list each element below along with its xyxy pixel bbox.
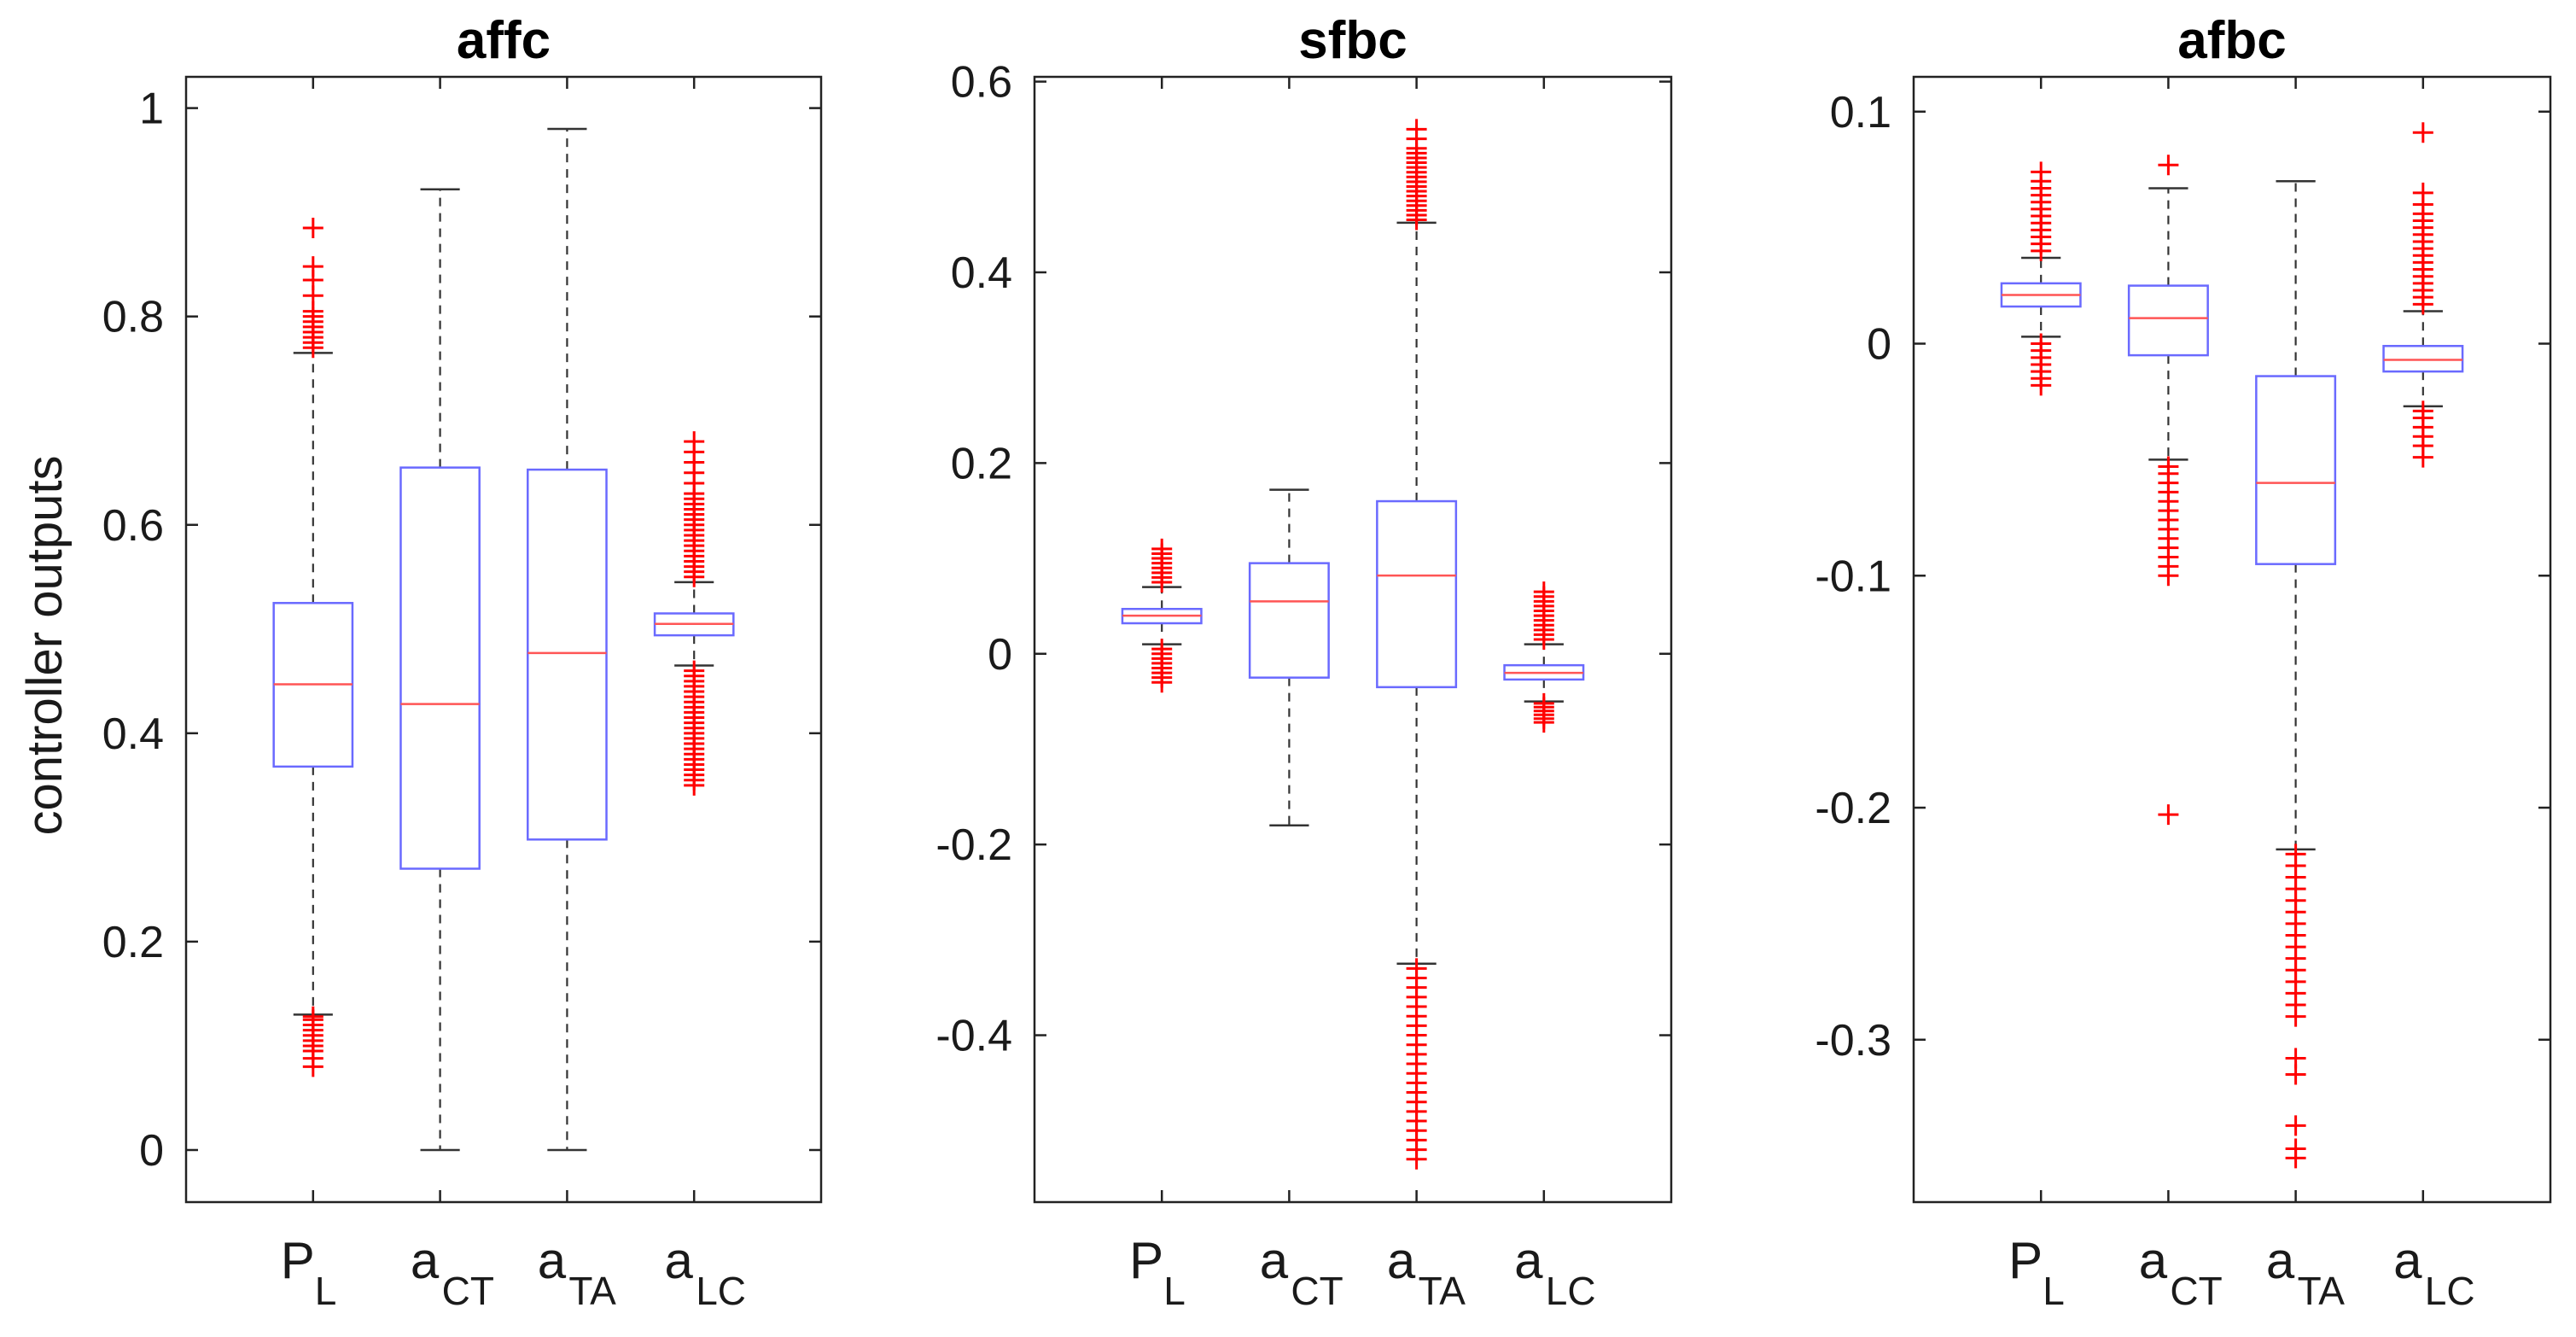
x-tick-label-subscript: TA bbox=[2298, 1269, 2346, 1313]
x-tick-label: a bbox=[1260, 1232, 1289, 1289]
x-tick-label: P bbox=[281, 1232, 315, 1289]
x-tick-label-subscript: CT bbox=[1291, 1269, 1343, 1313]
outlier-marker bbox=[2158, 456, 2179, 477]
x-tick-label: a bbox=[411, 1232, 440, 1289]
iqr-box bbox=[399, 466, 481, 870]
outlier-marker bbox=[2158, 155, 2179, 176]
outlier-marker bbox=[1533, 581, 1554, 603]
x-tick-label-subscript: L bbox=[315, 1269, 337, 1313]
x-tick-label-subscript: TA bbox=[1419, 1269, 1466, 1313]
y-tick-label: -0.2 bbox=[1815, 784, 1891, 833]
x-tick-label-subscript: TA bbox=[568, 1269, 616, 1313]
y-tick-label: 0.2 bbox=[951, 439, 1012, 488]
x-tick-label: a bbox=[1514, 1232, 1543, 1289]
y-tick-label: -0.3 bbox=[1815, 1016, 1891, 1066]
outlier-marker bbox=[2412, 122, 2433, 143]
y-tick-label: 1 bbox=[139, 85, 164, 134]
outlier-marker bbox=[1151, 538, 1173, 559]
outlier-marker bbox=[1406, 119, 1427, 140]
x-tick-label: a bbox=[1387, 1232, 1416, 1289]
x-tick-label-subscript: LC bbox=[696, 1269, 746, 1313]
outlier-marker bbox=[302, 256, 323, 277]
y-axis-label: controller outputs bbox=[17, 456, 73, 836]
y-tick-label: 0.4 bbox=[102, 709, 164, 759]
y-tick-label: -0.1 bbox=[1815, 552, 1891, 601]
x-tick-label: P bbox=[2008, 1232, 2043, 1289]
outlier-marker bbox=[302, 217, 323, 238]
box-P_L: PL bbox=[2000, 77, 2082, 1313]
iqr-box bbox=[2382, 344, 2464, 373]
box-a_CT: aCT bbox=[1248, 77, 1343, 1313]
x-tick-label: a bbox=[2139, 1232, 2168, 1289]
x-tick-label-subscript: LC bbox=[1546, 1269, 1596, 1313]
iqr-box bbox=[2127, 284, 2209, 357]
y-tick-label: 0.6 bbox=[951, 58, 1012, 108]
outlier-marker bbox=[2031, 161, 2052, 183]
outlier-marker bbox=[1533, 692, 1554, 714]
x-tick-label: a bbox=[2266, 1232, 2295, 1289]
outlier-marker bbox=[684, 431, 705, 452]
iqr-box bbox=[1248, 562, 1330, 679]
x-tick-label-subscript: L bbox=[1163, 1269, 1186, 1313]
box-P_L: PL bbox=[1121, 77, 1203, 1313]
outlier-marker bbox=[2031, 333, 2052, 354]
outlier-marker bbox=[2285, 1115, 2306, 1136]
outlier-marker bbox=[2285, 844, 2306, 865]
outlier-marker bbox=[2412, 182, 2433, 203]
box-P_L: PL bbox=[272, 77, 354, 1313]
outlier-marker bbox=[302, 1006, 323, 1027]
panel-title: afbc bbox=[2177, 11, 2286, 70]
outlier-marker bbox=[2285, 1138, 2306, 1159]
outlier-marker bbox=[2285, 1048, 2306, 1069]
iqr-box bbox=[1376, 499, 1458, 689]
box-a_LC: aLC bbox=[2382, 77, 2475, 1313]
iqr-box bbox=[527, 468, 608, 841]
y-tick-label: 0.2 bbox=[102, 918, 164, 967]
axes-frame bbox=[184, 75, 823, 1204]
panel-title: sfbc bbox=[1298, 11, 1407, 70]
x-tick-label-subscript: LC bbox=[2425, 1269, 2475, 1313]
y-tick-label: 0.6 bbox=[102, 501, 164, 551]
y-tick-label: 0 bbox=[139, 1126, 164, 1176]
box-a_LC: aLC bbox=[1503, 77, 1596, 1313]
x-tick-label-subscript: CT bbox=[442, 1269, 494, 1313]
x-tick-label: a bbox=[665, 1232, 694, 1289]
box-a_CT: aCT bbox=[2127, 77, 2223, 1313]
outlier-marker bbox=[1406, 958, 1427, 979]
x-tick-label-subscript: L bbox=[2043, 1269, 2065, 1313]
y-tick-label: -0.4 bbox=[935, 1012, 1012, 1061]
box-a_TA: aTA bbox=[527, 77, 616, 1313]
y-tick-label: -0.2 bbox=[935, 820, 1012, 870]
axes-frame bbox=[1033, 75, 1673, 1204]
iqr-box bbox=[2255, 375, 2337, 565]
outlier-marker bbox=[1151, 639, 1173, 660]
x-tick-label-subscript: CT bbox=[2170, 1269, 2222, 1313]
x-tick-label: a bbox=[2393, 1232, 2422, 1289]
x-tick-label: a bbox=[538, 1232, 567, 1289]
box-a_TA: aTA bbox=[1376, 77, 1466, 1313]
box-a_CT: aCT bbox=[399, 77, 494, 1313]
outlier-marker bbox=[2158, 804, 2179, 826]
outlier-marker bbox=[2412, 400, 2433, 422]
y-tick-label: 0 bbox=[1867, 320, 1891, 370]
outlier-marker bbox=[684, 660, 705, 681]
box-a_TA: aTA bbox=[2255, 77, 2346, 1313]
y-tick-label: 0.1 bbox=[1830, 88, 1891, 137]
y-tick-label: 0.8 bbox=[102, 293, 164, 342]
x-tick-label: P bbox=[1129, 1232, 1163, 1289]
panel-title: affc bbox=[457, 11, 551, 70]
axes-frame bbox=[1912, 75, 2552, 1204]
box-a_LC: aLC bbox=[653, 77, 746, 1313]
y-tick-label: 0.4 bbox=[951, 248, 1012, 298]
y-tick-label: 0 bbox=[988, 630, 1012, 680]
